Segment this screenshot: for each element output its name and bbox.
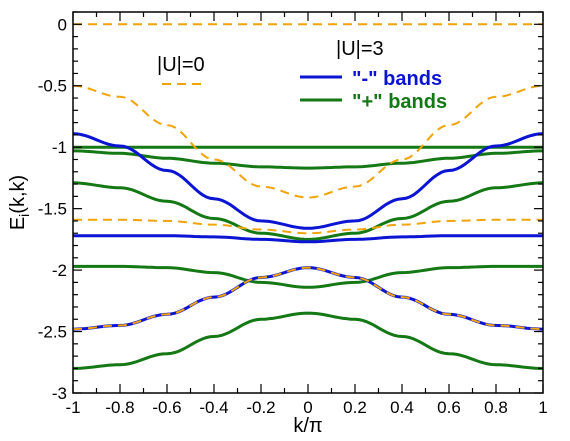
legend: |U|=0 |U|=3 "-" bands "+" bands [157, 38, 447, 113]
band-line-u0-2 [73, 218, 543, 235]
y-tick-label: 0 [58, 15, 67, 34]
ticks-layer [72, 11, 544, 394]
band-line-u0-1 [72, 84, 544, 199]
band-line-plus-10 [73, 264, 543, 289]
x-tick-label: 0.8 [484, 398, 508, 417]
x-tick-label: 0.4 [390, 398, 414, 417]
y-tick-label: -2.5 [38, 323, 67, 342]
y-tick-label: -1 [52, 138, 67, 157]
band-line-u0-3 [72, 266, 544, 331]
x-tick-label: -0.6 [152, 398, 181, 417]
x-tick-label: -0.4 [199, 398, 228, 417]
legend-label-minus: "-" bands [352, 68, 442, 90]
legend-label-plus: "+" bands [352, 91, 447, 113]
x-tick-label: -1 [65, 398, 80, 417]
x-tick-label: 1 [538, 398, 547, 417]
x-tick-label: 0.6 [437, 398, 461, 417]
tick-labels-layer: -1 -0.8 -0.6 -0.4 -0.2 0 0.2 0.4 0.6 0.8 1 -3 -2.5 -2… [38, 15, 548, 417]
y-tick-label: -0.5 [38, 77, 67, 96]
band-line-minus-4 [72, 132, 544, 230]
x-tick-label: -0.8 [105, 398, 134, 417]
series-layer [72, 23, 544, 370]
y-tick-label: -2 [52, 261, 67, 280]
y-tick-label: -1.5 [38, 200, 67, 219]
band-line-plus-11 [73, 311, 543, 370]
legend-title-u0: |U|=0 [157, 54, 205, 76]
legend-title-u3: |U|=3 [336, 38, 384, 60]
x-tick-label: -0.2 [246, 398, 275, 417]
y-axis-title-subscript: i [16, 214, 32, 217]
y-axis-title: Ei(k,k) [7, 175, 32, 230]
y-tick-label: -3 [52, 384, 67, 403]
x-tick-label: 0 [303, 398, 312, 417]
x-tick-label: 0.2 [343, 398, 367, 417]
band-line-plus-9 [72, 181, 544, 241]
y-axis-title-rest: (k,k) [7, 175, 29, 214]
x-axis-title: k/π [293, 415, 322, 437]
band-line-minus-5 [73, 234, 543, 244]
y-axis-title-main: E [7, 217, 29, 230]
band-line-plus-8 [73, 149, 543, 170]
